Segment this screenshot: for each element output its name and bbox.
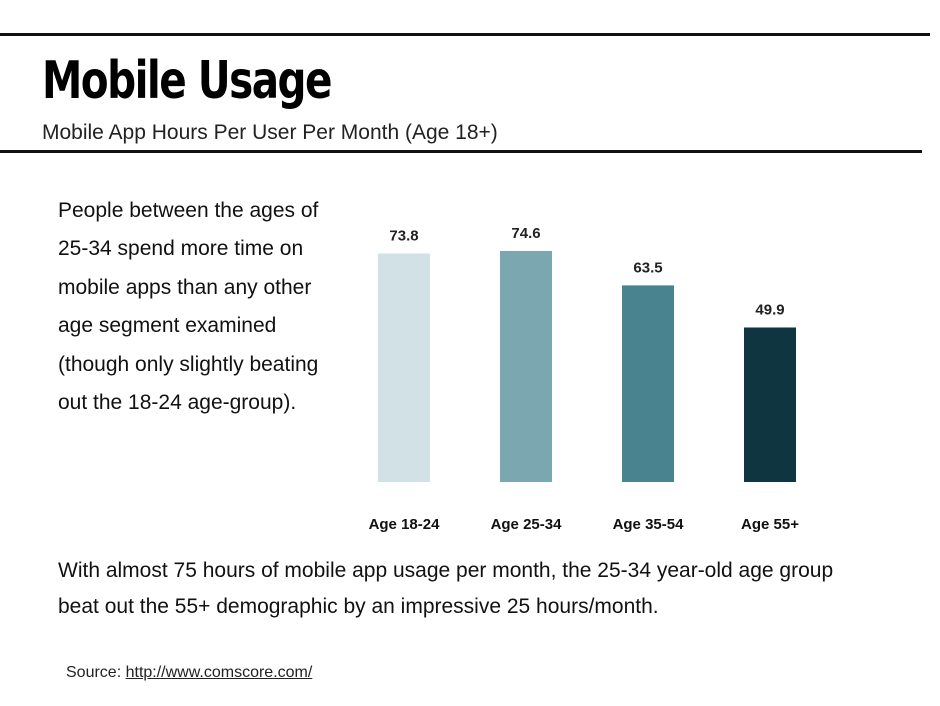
data-label: 49.9 bbox=[755, 301, 784, 318]
summary-paragraph: With almost 75 hours of mobile app usage… bbox=[58, 559, 834, 618]
data-label: 73.8 bbox=[389, 227, 418, 244]
source-label: Source: bbox=[66, 664, 122, 681]
data-label: 74.6 bbox=[511, 225, 540, 242]
bar-age-25-34 bbox=[500, 251, 552, 482]
page-subtitle: Mobile App Hours Per User Per Month (Age… bbox=[42, 121, 498, 144]
intro-paragraph: People between the ages of 25-34 spend m… bbox=[58, 199, 319, 415]
x-tick-label: Age 18-24 bbox=[369, 516, 441, 533]
header-divider bbox=[0, 150, 922, 153]
source-line: Source: http://www.comscore.com/ bbox=[66, 664, 312, 682]
bar-age-18-24 bbox=[378, 253, 430, 482]
data-label: 63.5 bbox=[633, 259, 662, 276]
bar-age-35-54 bbox=[622, 285, 674, 482]
bar-age-55- bbox=[744, 327, 796, 482]
page-title: Mobile Usage bbox=[42, 51, 333, 111]
source-link[interactable]: http://www.comscore.com/ bbox=[125, 664, 313, 681]
x-tick-label: Age 25-34 bbox=[491, 516, 563, 533]
bar-chart: 73.8 Age 18-24 74.6 Age 25-34 63.5 Age 35-54 4… bbox=[369, 225, 800, 533]
x-tick-label: Age 35-54 bbox=[613, 516, 685, 533]
top-divider bbox=[0, 33, 930, 36]
x-tick-label: Age 55+ bbox=[741, 516, 799, 533]
